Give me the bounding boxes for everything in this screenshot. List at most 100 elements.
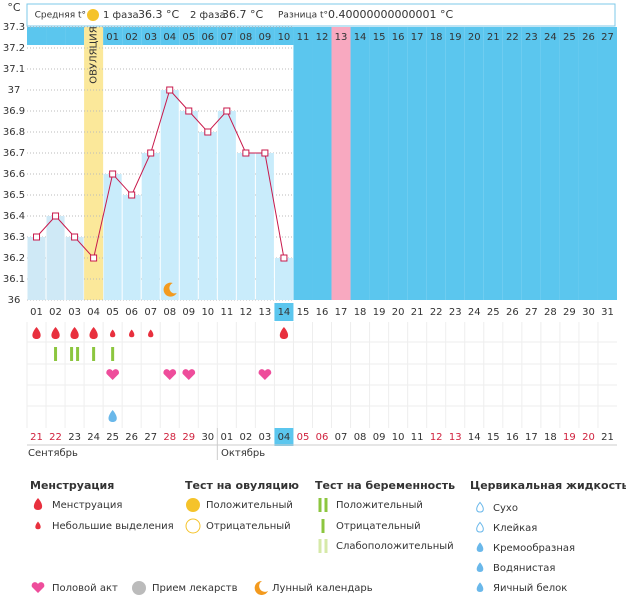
bar [179,111,198,300]
cycle-day-label: 19 [449,32,462,43]
day-label: 09 [182,307,195,318]
cycle-day-label: 17 [411,32,424,43]
top-band [65,27,85,45]
day-label: 17 [335,307,348,318]
day-label: 21 [411,307,424,318]
date-label: 22 [49,432,62,443]
day-label: 23 [449,307,462,318]
bar [122,195,141,300]
legend-icon [35,521,41,530]
date-label: 04 [278,432,291,443]
date-label: 02 [240,432,253,443]
diff-value: 0.40000000000001 °C [328,8,453,21]
cycle-day-label: 02 [125,32,138,43]
future-column [464,27,484,300]
spotting-icon [109,329,116,338]
legend-icon [132,581,146,595]
test-bar [92,347,96,361]
day-label: 19 [373,307,386,318]
heart-icon [258,369,272,380]
bar [198,132,217,300]
y-tick-label: 36.6 [3,169,25,180]
day-label: 13 [259,307,272,318]
test-bar [324,539,328,553]
day-label: 26 [506,307,519,318]
menstruation-icon [51,327,60,339]
menstruation-icon [70,327,79,339]
legend-icon [33,498,43,510]
date-label: 08 [354,432,367,443]
top-band [122,27,142,45]
day-label: 11 [220,307,233,318]
future-column [559,27,579,300]
top-band [179,27,199,45]
temperature-point [223,107,231,115]
date-label: 30 [201,432,214,443]
cervical-icon [108,410,117,422]
cycle-day-label: 15 [373,32,386,43]
legend-icon [476,582,484,592]
legend-icon [476,521,484,533]
y-tick-label: 36.7 [3,148,25,159]
date-label: 13 [449,432,462,443]
legend-text: Отрицательный [336,521,421,532]
menstruation-icon [89,327,98,339]
temperature-point [128,191,136,199]
month-label: Сентябрь [28,448,78,459]
cycle-day-label: 20 [468,32,481,43]
y-tick-label: 37 [8,85,21,96]
temperature-point [261,149,269,157]
date-label: 16 [506,432,519,443]
date-label: 18 [544,432,557,443]
avg-label: Средняя t° [35,11,86,21]
today-date-box [274,428,294,446]
top-band [255,27,275,45]
y-tick-label: 36.4 [3,211,25,222]
legend-icon [254,580,268,595]
day-label: 27 [525,307,538,318]
legend-text: Водянистая [493,563,555,574]
spotting-icon [128,329,135,338]
bar [141,153,160,300]
bar [274,258,293,300]
temperature-point [204,128,212,136]
date-label: 10 [392,432,405,443]
legend-text: Положительный [336,500,423,511]
top-band [141,27,161,45]
legend-text: Тест на беременность [315,479,455,492]
month-label: Октябрь [221,448,265,459]
legend-text: Лунный календарь [272,583,373,594]
legend-icon [476,542,484,552]
legend-icon [476,562,484,572]
temperature-point [166,86,174,94]
cycle-day-label: 13 [335,32,348,43]
legend-icon [185,518,201,534]
test-bar [318,498,322,512]
heart-icon [31,582,45,593]
future-column [350,27,370,300]
future-column [521,27,541,300]
day-label: 18 [354,307,367,318]
cycle-day-label: 12 [316,32,329,43]
legend-text: Тест на овуляцию [185,479,299,492]
legend-icon [476,501,484,513]
test-bar [70,347,74,361]
date-label: 07 [335,432,348,443]
future-column [445,27,465,300]
heart-icon [182,369,196,380]
legend-text: Менструация [52,500,122,511]
date-label: 27 [144,432,157,443]
date-label: 19 [563,432,576,443]
future-column [369,27,389,300]
temperature-point [33,233,41,241]
legend-text: Цервикальная жидкость [470,479,626,492]
day-label: 15 [297,307,310,318]
day-label: 22 [430,307,443,318]
future-column [407,27,427,300]
cycle-day-label: 11 [297,32,310,43]
moon-icon [163,282,177,297]
cycle-day-label: 10 [278,32,291,43]
y-tick-label: 37.3 [3,22,25,33]
legend-text: Небольшие выделения [52,521,174,532]
